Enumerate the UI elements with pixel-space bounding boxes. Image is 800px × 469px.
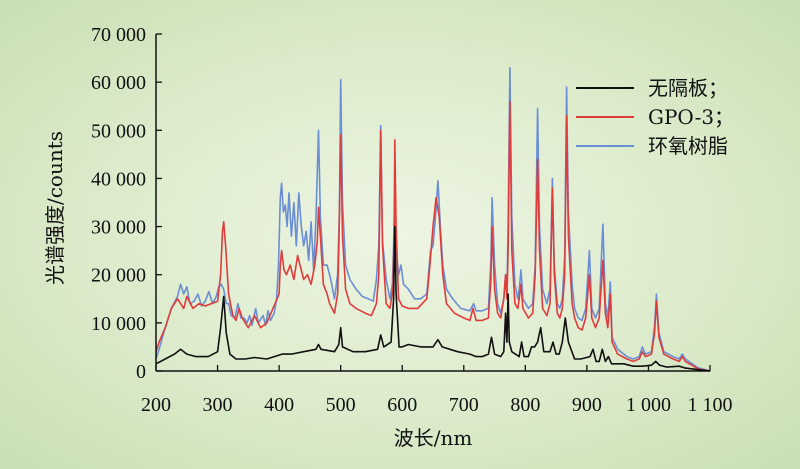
x-tick-label: 800 <box>510 394 540 416</box>
y-tick-label: 30 000 <box>91 217 146 239</box>
axes <box>155 34 710 372</box>
y-tick-label: 20 000 <box>91 265 146 287</box>
y-tick-label: 10 000 <box>91 313 146 335</box>
y-ticks: 0 10 000 20 000 30 000 40 000 50 000 60 000 70 … <box>91 24 162 383</box>
x-tick-label: 700 <box>449 394 479 416</box>
legend-label: GPO-3； <box>648 105 734 129</box>
x-tick-label: 1 000 <box>626 394 671 416</box>
y-tick-label: 60 000 <box>91 72 146 94</box>
y-tick-label: 50 000 <box>91 120 146 142</box>
legend-label: 无隔板； <box>648 76 728 100</box>
legend: 无隔板； GPO-3； 环氧树脂 <box>576 76 734 158</box>
y-tick-label: 70 000 <box>91 24 146 46</box>
x-tick-label: 900 <box>572 394 602 416</box>
y-tick-label: 40 000 <box>91 168 146 190</box>
plot-lines <box>155 66 711 372</box>
series-line-0 <box>155 225 711 372</box>
y-tick-label: 0 <box>136 361 146 383</box>
x-tick-label: 200 <box>141 394 171 416</box>
legend-label: 环氧树脂 <box>648 134 728 158</box>
x-tick-label: 400 <box>264 394 294 416</box>
x-tick-label: 1 100 <box>688 394 733 416</box>
x-tick-label: 500 <box>326 394 356 416</box>
series-line-2 <box>155 66 711 372</box>
x-tick-label: 300 <box>203 394 233 416</box>
x-ticks: 200 300 400 500 600 700 800 900 1 000 1 100 <box>141 365 733 416</box>
x-tick-label: 600 <box>387 394 417 416</box>
y-axis-title: 光谱强度/counts <box>43 131 67 285</box>
series-line-1 <box>155 100 711 372</box>
x-axis-title: 波长/nm <box>394 426 473 450</box>
